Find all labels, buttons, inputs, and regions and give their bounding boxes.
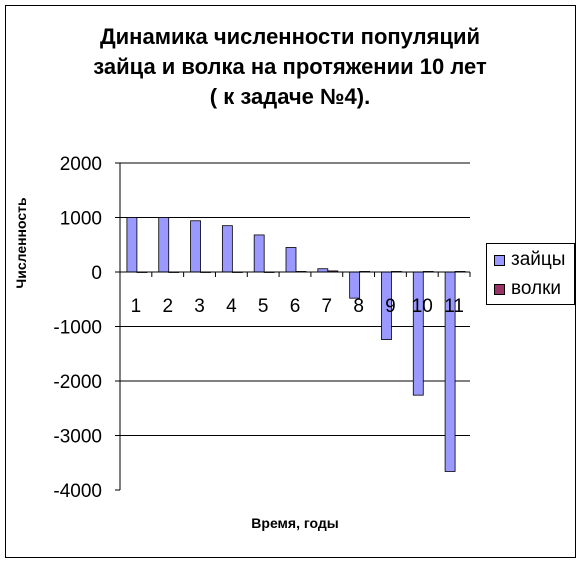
tick-labels: 2000 1000 0 -1000 -2000 -3000 -4000 1 2 3 4 5 6 7 8 9 10… xyxy=(53,154,464,502)
chart-title-line-2: зайца и волка на протяжении 10 лет xyxy=(93,54,487,79)
legend-label-wolves: волки xyxy=(511,278,562,299)
x-tick-label: 6 xyxy=(290,296,301,317)
bar-hares xyxy=(285,247,297,273)
legend-label-hares: зайцы xyxy=(511,249,566,270)
chart-title-line-3: ( к задаче №4). xyxy=(209,84,371,109)
x-tick-label: 7 xyxy=(322,296,333,317)
x-tick-label: 3 xyxy=(194,296,205,317)
x-tick-label: 11 xyxy=(444,296,464,317)
bar-hares xyxy=(158,217,170,273)
x-tick-label: 8 xyxy=(353,296,364,317)
y-tick-label: -2000 xyxy=(53,372,102,393)
bar-hares xyxy=(126,217,138,273)
x-axis-title: Время, годы xyxy=(251,515,338,531)
chart-frame xyxy=(5,5,576,558)
y-axis-title: Численность xyxy=(13,197,29,289)
bar-hares xyxy=(221,225,233,273)
legend-item-wolves: волки xyxy=(494,278,561,300)
x-tick-label: 4 xyxy=(226,296,237,317)
bar-hares xyxy=(349,271,361,299)
bar-hares xyxy=(412,271,424,396)
x-tick-label: 5 xyxy=(258,296,269,317)
legend-swatch-hares xyxy=(494,254,505,266)
bars xyxy=(126,217,466,472)
x-tick-label: 9 xyxy=(385,296,396,317)
y-tick-label: -4000 xyxy=(53,481,102,502)
y-tick-label: 2000 xyxy=(60,154,102,175)
legend-swatch-wolves xyxy=(494,283,505,295)
chart-title: Динамика численности популяций зайца и в… xyxy=(40,22,540,112)
x-tick-label: 2 xyxy=(162,296,173,317)
y-tick-label: -3000 xyxy=(53,427,102,448)
x-tick-label: 1 xyxy=(131,296,142,317)
y-tick-label: -1000 xyxy=(53,318,102,339)
bar-hares xyxy=(253,234,265,273)
chart-title-line-1: Динамика численности популяций xyxy=(99,24,481,49)
legend-item-hares: зайцы xyxy=(494,249,565,271)
legend: зайцы волки xyxy=(486,243,575,305)
x-tick-label: 10 xyxy=(412,296,433,317)
y-tick-label: 1000 xyxy=(60,209,102,230)
bar-hares xyxy=(190,220,201,273)
axes xyxy=(115,162,471,491)
y-tick-label: 0 xyxy=(91,263,102,284)
